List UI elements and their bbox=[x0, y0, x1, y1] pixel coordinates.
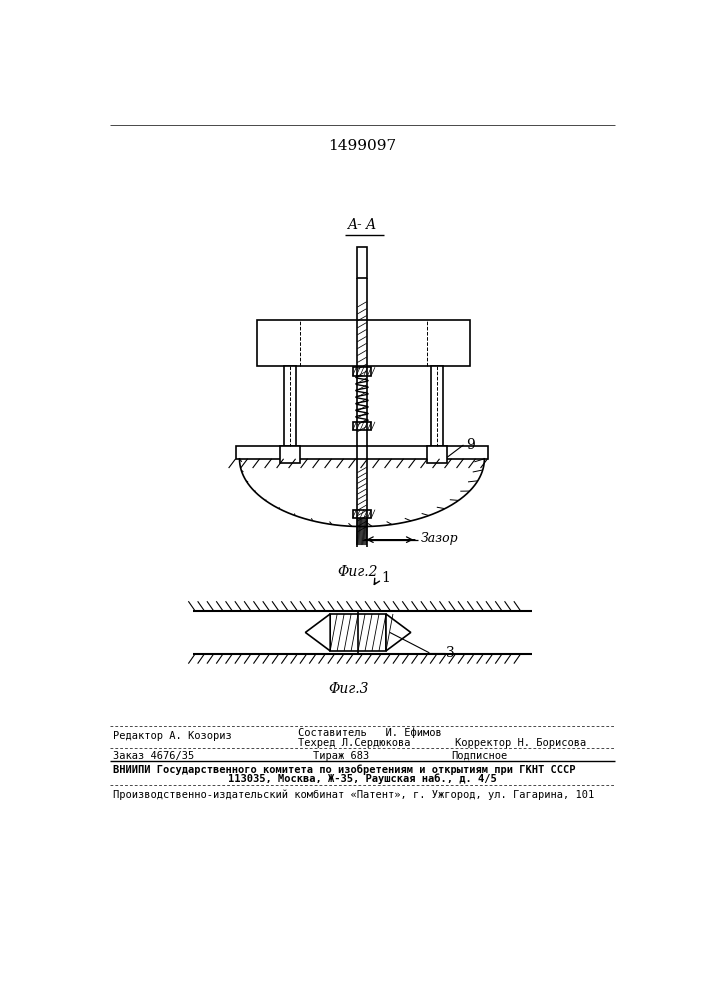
Text: Производственно-издательский комбинат «Патент», г. Ужгород, ул. Гагарина, 101: Производственно-издательский комбинат «П… bbox=[113, 789, 595, 800]
Text: ВНИИПИ Государственного комитета по изобретениям и открытиям при ГКНТ СССР: ВНИИПИ Государственного комитета по изоб… bbox=[113, 764, 575, 775]
Text: 3: 3 bbox=[446, 646, 455, 660]
Bar bbox=[427, 446, 448, 463]
Text: 1499097: 1499097 bbox=[328, 139, 396, 153]
Text: 113035, Москва, Ж-35, Раушская наб., д. 4/5: 113035, Москва, Ж-35, Раушская наб., д. … bbox=[228, 774, 496, 784]
Text: Редактор А. Козориз: Редактор А. Козориз bbox=[113, 731, 232, 741]
Bar bbox=[284, 366, 296, 446]
Text: A- A: A- A bbox=[347, 218, 377, 232]
Text: Корректор Н. Борисова: Корректор Н. Борисова bbox=[455, 738, 586, 748]
Text: Заказ 4676/35: Заказ 4676/35 bbox=[113, 751, 194, 761]
Bar bbox=[257, 320, 469, 366]
Bar bbox=[353, 367, 371, 376]
Bar bbox=[357, 247, 367, 278]
Text: Тираж 683: Тираж 683 bbox=[313, 751, 369, 761]
Text: Подписное: Подписное bbox=[451, 751, 508, 761]
Polygon shape bbox=[330, 614, 386, 651]
Bar bbox=[431, 366, 443, 446]
Text: Составитель   И. Ефимов: Составитель И. Ефимов bbox=[298, 728, 441, 738]
Polygon shape bbox=[386, 614, 411, 651]
Text: 9: 9 bbox=[467, 438, 475, 452]
Bar bbox=[353, 422, 371, 430]
Bar bbox=[235, 446, 488, 459]
Bar bbox=[280, 446, 300, 463]
Polygon shape bbox=[305, 614, 330, 651]
Text: Φиг.3: Φиг.3 bbox=[329, 682, 369, 696]
Text: Φиг.2: Φиг.2 bbox=[338, 565, 378, 579]
Text: Техред Л.Сердюкова: Техред Л.Сердюкова bbox=[298, 738, 410, 748]
Text: 1: 1 bbox=[381, 571, 390, 585]
Bar bbox=[353, 510, 371, 518]
Text: Зазор: Зазор bbox=[421, 532, 458, 545]
